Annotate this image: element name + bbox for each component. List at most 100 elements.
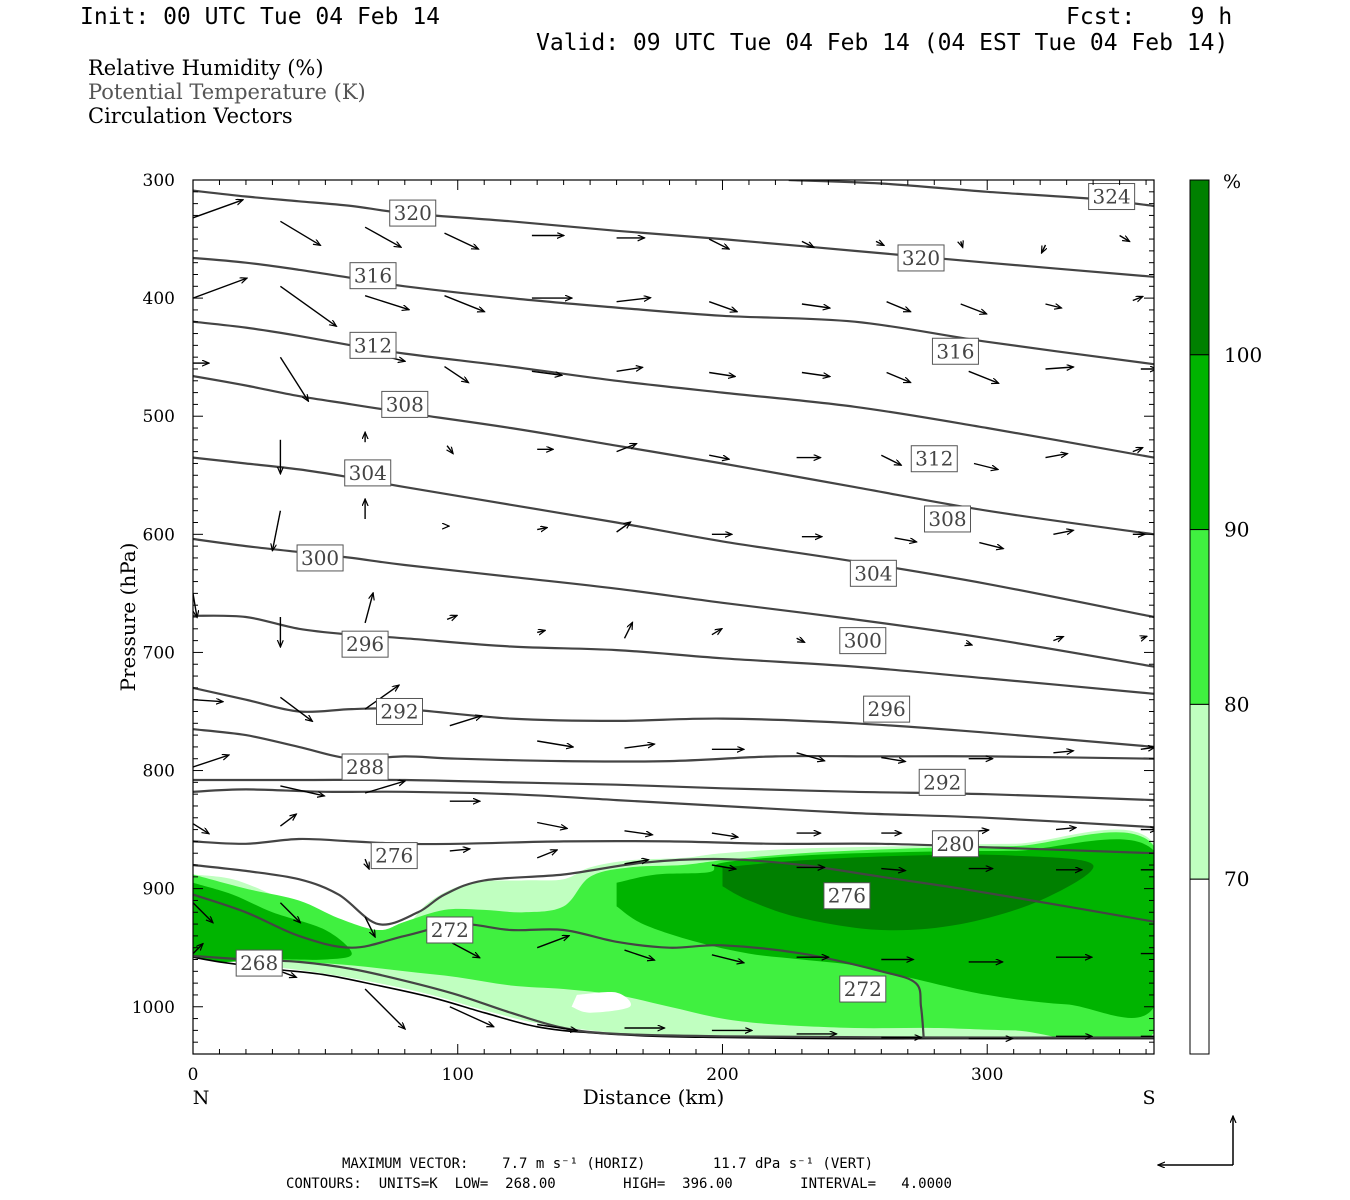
circulation-vector [1053, 530, 1073, 534]
circulation-vector [449, 849, 470, 851]
contour-label-316-box [349, 262, 397, 290]
circulation-vector [711, 832, 738, 837]
contour-label-324-box [1088, 183, 1136, 211]
valid-time: Valid: 09 UTC Tue 04 Feb 14 (04 EST Tue … [536, 30, 1229, 56]
circulation-vector [1045, 454, 1068, 458]
circulation-vector [1042, 244, 1046, 253]
circulation-vector [364, 685, 399, 710]
circulation-vector [537, 1023, 577, 1031]
y-tick-label: 300 [143, 171, 175, 191]
contour-label-324: 324 [1093, 185, 1131, 209]
contour-label-300-box [296, 544, 344, 572]
contour-label-layer: 268 272 276 280 288 292 296 300 304 308 312 316 320 3… [235, 183, 1136, 1003]
y-tick-label: 800 [143, 762, 175, 782]
x-tick-label: 0 [188, 1065, 199, 1085]
contour-label-268: 268 [240, 951, 278, 975]
circulation-vector [960, 303, 987, 314]
theta-contour-304 [193, 456, 1154, 619]
circulation-vector [875, 241, 884, 245]
colorbar-tick-label: 100 [1224, 343, 1262, 367]
x-tick-label: 200 [706, 1065, 738, 1085]
circulation-vector [364, 916, 375, 937]
forecast-hour: Fcst: 9 h [1066, 4, 1233, 30]
circulation-vector [279, 285, 336, 326]
circulation-vector [880, 454, 901, 465]
circulation-vector [279, 356, 308, 401]
contour-label-extra-7: 292 [923, 770, 961, 794]
circulation-vector [193, 902, 213, 923]
circulation-vector [881, 756, 905, 762]
colorbar: % 70 80 90 100 [1189, 171, 1262, 1055]
contour-label-320: 320 [394, 201, 432, 225]
x-tick-label: 100 [442, 1065, 474, 1085]
circulation-vector [711, 864, 736, 869]
circulation-vector [193, 200, 243, 219]
max-vector-note: MAXIMUM VECTOR: 7.7 m s⁻¹ (HORIZ) 11.7 d… [342, 1156, 874, 1172]
contour-label-276: 276 [375, 844, 413, 868]
colorbar-band-80-90 [1189, 529, 1210, 705]
circulation-vector [1132, 297, 1143, 301]
theta-contour-292 [193, 686, 1154, 748]
circulation-vector [1132, 448, 1143, 452]
circulation-vector [709, 371, 735, 377]
circulation-vector [364, 988, 405, 1029]
circulation-vector [279, 814, 296, 827]
circulation-vector [1053, 637, 1063, 641]
circulation-vector [280, 970, 296, 977]
legend-circulation-vectors: Circulation Vectors [88, 104, 293, 128]
circulation-vector [280, 220, 320, 245]
y-tick-label: 1000 [132, 998, 175, 1018]
y-tick-label: 600 [143, 525, 175, 545]
y-axis-label: Pressure (hPa) [116, 543, 140, 692]
x-end-label-north: N [193, 1087, 210, 1109]
circulation-vector [193, 823, 209, 834]
contour-label-extra-0: 320 [902, 246, 940, 270]
circulation-vector [801, 303, 830, 308]
circulation-vector [894, 537, 917, 542]
circulation-vector [444, 366, 469, 383]
contour-label-extra-2-box [910, 445, 958, 473]
circulation-vector [537, 740, 573, 747]
legend-potential-temperature: Potential Temperature (K) [88, 80, 366, 104]
circulation-vector [447, 445, 453, 454]
contour-label-extra-0-box [897, 244, 945, 272]
circulation-vector [272, 510, 282, 551]
x-tick-label: 300 [971, 1065, 1003, 1085]
rh-region-100plus-4 [722, 854, 1094, 931]
circulation-vector [624, 949, 655, 960]
circulation-vector [708, 238, 729, 249]
colorbar-band-90-100 [1189, 354, 1210, 531]
contour-label-extra-2: 312 [915, 447, 953, 471]
theta-contour-284 [193, 788, 1154, 829]
theta-contour-320 [193, 189, 1154, 278]
contour-label-extra-8: 276 [828, 884, 866, 908]
circulation-vector [1140, 747, 1154, 749]
legend-relative-humidity: Relative Humidity (%) [88, 56, 324, 80]
init-time: Init: 00 UTC Tue 04 Feb 14 [80, 4, 441, 30]
contour-label-extra-1-box [931, 337, 979, 365]
circulation-vector [968, 370, 999, 383]
contour-label-288-box [341, 753, 389, 781]
circulation-vector [711, 629, 722, 636]
contour-label-312: 312 [354, 333, 392, 357]
circulation-vector [709, 454, 729, 459]
reference-vector [1158, 1116, 1233, 1165]
contour-label-272: 272 [431, 918, 469, 942]
contour-label-292-box [375, 697, 423, 725]
contour-label-extra-8-box [823, 882, 871, 910]
colorbar-band-60-70 [1189, 878, 1210, 1055]
circulation-vector [1045, 367, 1074, 369]
theta-contour-272 [193, 893, 925, 1038]
circulation-vector [193, 755, 229, 768]
circulation-vector [537, 528, 547, 530]
circulation-vector [796, 638, 805, 642]
contour-label-extra-1: 316 [936, 339, 974, 363]
contour-label-extra-5-box [839, 627, 887, 655]
circulation-vector [979, 541, 1003, 549]
circulation-vector [961, 241, 963, 247]
circulation-vector [1141, 636, 1147, 638]
circulation-vector [364, 226, 401, 247]
theta-contour-280 [193, 837, 1154, 855]
colorbar-tick-label: 70 [1224, 867, 1249, 891]
contour-info-note: CONTOURS: UNITS=K LOW= 268.00 HIGH= 396.… [286, 1176, 952, 1192]
